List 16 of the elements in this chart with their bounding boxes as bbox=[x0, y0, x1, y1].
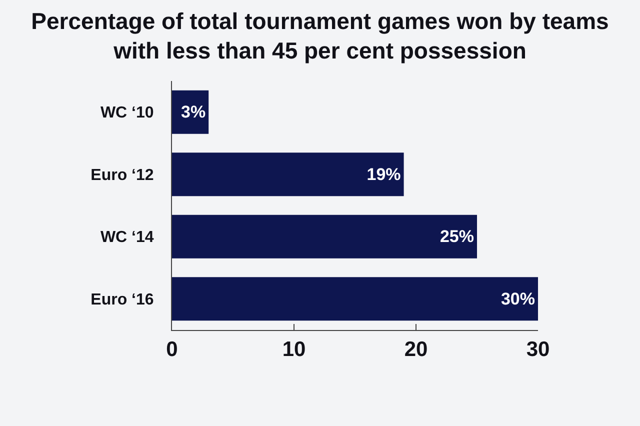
x-tick-label: 10 bbox=[282, 338, 306, 362]
y-tick-label: Euro ‘16 bbox=[90, 291, 154, 308]
data-label: 30% bbox=[500, 289, 535, 308]
data-label: 25% bbox=[440, 227, 474, 246]
bar bbox=[172, 152, 404, 196]
x-tick-label: 0 bbox=[166, 338, 178, 362]
y-tick-label: WC ‘14 bbox=[100, 229, 154, 246]
y-tick-label: Euro ‘12 bbox=[90, 166, 154, 184]
data-label: 19% bbox=[366, 164, 401, 184]
bar bbox=[172, 214, 477, 258]
x-tick-label: 30 bbox=[526, 338, 550, 362]
y-tick-label: WC ‘10 bbox=[100, 104, 154, 122]
bar bbox=[172, 277, 538, 321]
x-tick-label: 20 bbox=[404, 338, 428, 362]
data-label: 3% bbox=[181, 102, 206, 122]
chart-title: Percentage of total tournament games won by teams with less than 45 per cent possession bbox=[31, 8, 609, 64]
